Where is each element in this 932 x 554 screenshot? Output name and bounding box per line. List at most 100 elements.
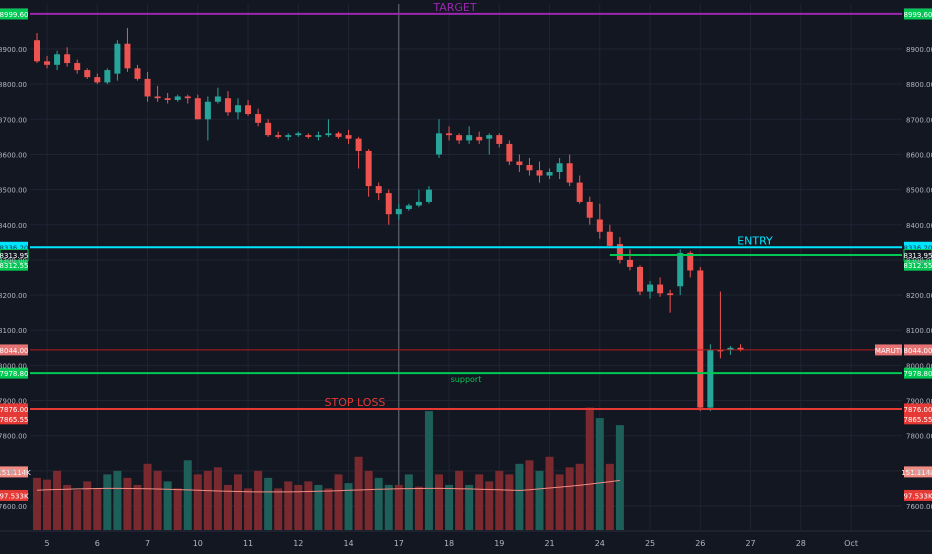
level-tag-right [904,241,932,253]
volume-bar [505,474,514,530]
price-tick-left: 8300.00 [0,257,27,265]
candle-body [275,135,282,137]
candle-body [194,98,201,120]
volume-bar [93,488,102,530]
candle-body [586,201,593,218]
volume-bar [575,463,584,530]
level-tag-left [0,403,28,415]
axis-tag-text: 151.114K [901,469,932,477]
price-tick-left: 8500.00 [0,187,27,195]
price-tick-left: 7900.00 [0,398,27,406]
time-tick: 12 [293,539,303,548]
axis-tag-left [0,489,28,501]
volume-bar [244,488,253,530]
volume-bar [83,481,92,530]
candle-body [415,201,422,206]
price-tick-right: 8000.00 [906,362,932,370]
candle-body [476,136,483,141]
axis-tag-text: 8312.55 [0,262,28,270]
candle-body [657,284,664,294]
candle-body [436,133,442,155]
time-tick: 21 [544,539,554,548]
volume-bar [183,460,192,530]
price-tick-right: 8400.00 [906,222,932,230]
volume-bar [475,474,484,530]
volume-bar [53,470,62,530]
price-tick-right: 8300.00 [906,257,932,265]
level-tag-text: 8336.20 [0,244,28,252]
candle-body [506,143,513,162]
volume-bar [485,481,494,530]
grid [30,4,902,530]
volume-bar [73,490,82,530]
volume-bar [424,411,433,530]
level-label-entry: ENTRY [737,234,773,247]
candle-body [325,133,332,136]
price-tick-right: 8200.00 [906,292,932,300]
volume-bar [525,460,534,530]
price-tick-left: 8400.00 [0,222,27,230]
volume-bar [615,425,624,530]
volume-bar [304,481,313,530]
time-tick: 7 [145,539,150,548]
volume-bar [435,474,443,530]
volume-bar [153,470,162,530]
volume-bar [535,470,544,530]
candle-body [526,165,533,171]
time-tick: Oct [844,539,858,548]
volume-bar [495,470,504,530]
candle-body [576,182,583,202]
candle-body [606,231,613,246]
candle-body [184,96,191,99]
time-tick: 26 [695,539,705,548]
candle-body [626,259,633,267]
volume-bar [344,483,353,530]
candle-body [224,98,231,113]
price-tick-right: 8900.00 [906,46,932,54]
price-tick-right: 8800.00 [906,81,932,89]
volume-bar [555,474,564,530]
candle-body [64,54,71,64]
volume-bar [545,456,554,530]
price-axis[interactable]: 7600.00 7600.00 7700.00 7700.00 7800.00 7800.… [0,46,932,511]
time-tick: 5 [45,539,50,548]
candle-body [446,133,453,136]
candle-body [235,105,241,113]
volume-bar [585,407,594,530]
volume-bar [33,477,41,530]
candle-body [717,349,724,352]
volume-bar [274,488,283,530]
candle-body [616,244,623,260]
volume-bar [113,470,122,530]
candles [34,27,744,412]
price-tick-left: 8700.00 [0,116,27,124]
candle-body [496,135,503,144]
level-tag-text: 8336.20 [904,244,932,252]
candle-body [355,138,362,151]
price-tick-left: 8900.00 [0,46,27,54]
level-tag-text: 8044.00 [0,347,28,355]
volume-bar [63,484,72,530]
price-tick-left: 8800.00 [0,81,27,89]
candle-body [285,135,292,137]
volume-bar [445,484,454,530]
volume-bars [33,407,624,530]
time-axis[interactable]: 5 6 7 10 11 12 14 17 18 19 21 24 25 26 27 28 Oct [0,530,932,548]
axis-tag-left [0,8,28,20]
candle-body [315,135,322,137]
candle-body [395,208,402,215]
candle-body [104,70,111,83]
candle-body [265,122,272,136]
candle-body [74,63,81,71]
volume-bar [314,484,323,530]
candle-body [305,135,312,137]
volume-bar [173,488,182,530]
time-tick: 17 [394,539,404,548]
candle-body [385,193,392,215]
price-tick-left: 8600.00 [0,151,27,159]
volume-bar [193,474,202,530]
axis-tag-right [904,413,932,425]
